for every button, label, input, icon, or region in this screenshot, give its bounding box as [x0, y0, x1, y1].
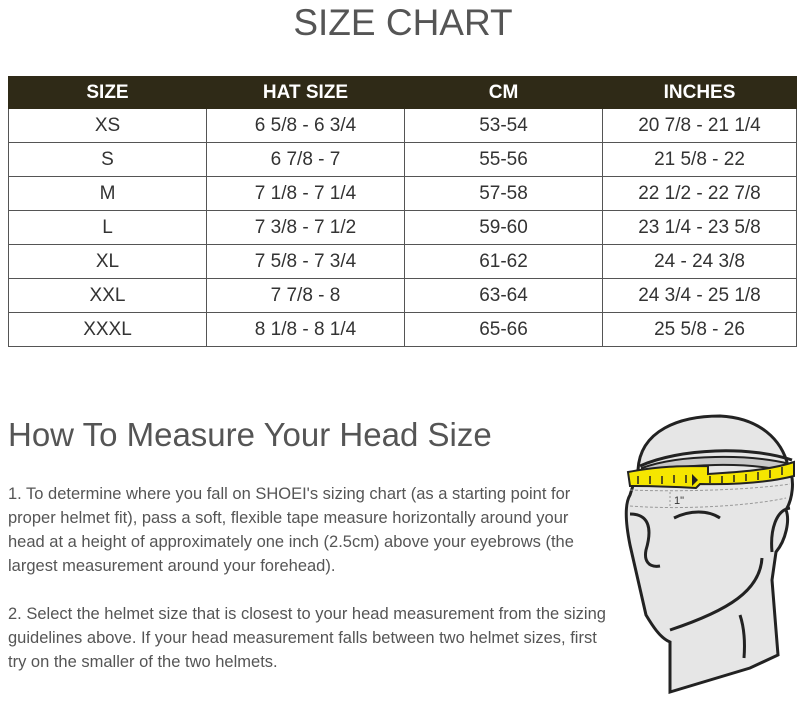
hat-size-cell: 8 1/8 - 8 1/4 — [206, 312, 405, 347]
header-size: SIZE — [8, 76, 207, 109]
page-title: SIZE CHART — [293, 2, 513, 43]
inches-cell: 20 7/8 - 21 1/4 — [602, 108, 797, 143]
table-row: XXL 7 7/8 - 8 63-64 24 3/4 - 25 1/8 — [8, 278, 797, 313]
inches-cell: 25 5/8 - 26 — [602, 312, 797, 347]
cm-cell: 53-54 — [404, 108, 603, 143]
head-measurement-illustration: 1" — [624, 414, 795, 695]
header-inches: INCHES — [602, 76, 797, 109]
inches-cell: 24 - 24 3/8 — [602, 244, 797, 279]
cm-cell: 59-60 — [404, 210, 603, 245]
cm-cell: 63-64 — [404, 278, 603, 313]
size-cell: S — [8, 142, 207, 177]
inches-cell: 24 3/4 - 25 1/8 — [602, 278, 797, 313]
header-hat-size: HAT SIZE — [206, 76, 405, 109]
hat-size-cell: 7 5/8 - 7 3/4 — [206, 244, 405, 279]
cm-cell: 55-56 — [404, 142, 603, 177]
header-cm: CM — [404, 76, 603, 109]
hat-size-cell: 7 1/8 - 7 1/4 — [206, 176, 405, 211]
step-1-text: 1. To determine where you fall on SHOEI'… — [8, 485, 574, 575]
step-2-text: 2. Select the helmet size that is closes… — [8, 605, 606, 671]
size-cell: XXL — [8, 278, 207, 313]
size-cell: XL — [8, 244, 207, 279]
size-cell: XS — [8, 108, 207, 143]
one-inch-label: 1" — [674, 495, 684, 507]
table-row: XS 6 5/8 - 6 3/4 53-54 20 7/8 - 21 1/4 — [8, 108, 797, 143]
hat-size-cell: 7 7/8 - 8 — [206, 278, 405, 313]
size-chart-table: SIZE HAT SIZE CM INCHES XS 6 5/8 - 6 3/4 5… — [8, 76, 797, 347]
hat-size-cell: 7 3/8 - 7 1/2 — [206, 210, 405, 245]
table-row: XXXL 8 1/8 - 8 1/4 65-66 25 5/8 - 26 — [8, 312, 797, 347]
tape-measure-icon — [626, 460, 795, 490]
table-row: XL 7 5/8 - 7 3/4 61-62 24 - 24 3/8 — [8, 244, 797, 279]
hat-size-cell: 6 5/8 - 6 3/4 — [206, 108, 405, 143]
cm-cell: 57-58 — [404, 176, 603, 211]
inches-cell: 21 5/8 - 22 — [602, 142, 797, 177]
hat-size-cell: 6 7/8 - 7 — [206, 142, 405, 177]
measure-heading: How To Measure Your Head Size — [8, 416, 492, 453]
size-cell: XXXL — [8, 312, 207, 347]
size-cell: L — [8, 210, 207, 245]
inches-cell: 23 1/4 - 23 5/8 — [602, 210, 797, 245]
cm-cell: 61-62 — [404, 244, 603, 279]
cm-cell: 65-66 — [404, 312, 603, 347]
table-header-row: SIZE HAT SIZE CM INCHES — [8, 76, 797, 109]
inches-cell: 22 1/2 - 22 7/8 — [602, 176, 797, 211]
size-cell: M — [8, 176, 207, 211]
